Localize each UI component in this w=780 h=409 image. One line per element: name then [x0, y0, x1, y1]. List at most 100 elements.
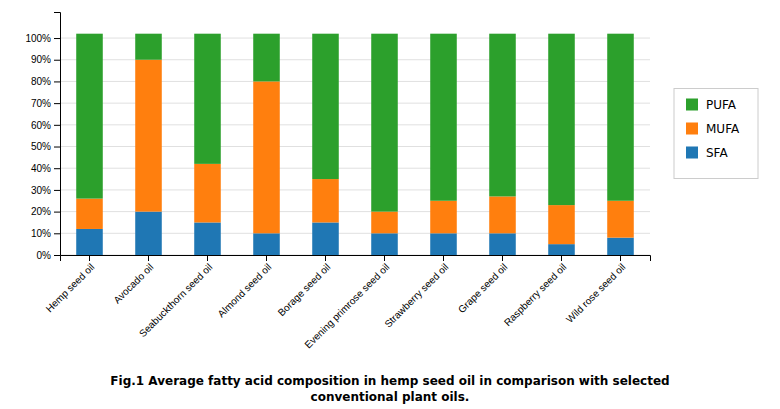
tick-label: 50% [31, 141, 51, 152]
tick-label: Almond seed oil [215, 261, 273, 319]
tick: Seabuckthorn seed oil [137, 255, 215, 339]
bar-segment [253, 233, 280, 255]
subtitle: conventional plant oils. [311, 390, 470, 404]
tick: 60% [31, 120, 60, 131]
legend-swatch [686, 147, 698, 159]
tick-label: 0% [37, 250, 52, 261]
tick-mark [266, 255, 267, 261]
bar-segment [135, 34, 162, 60]
bar-segment [607, 34, 634, 201]
tick-mark [325, 255, 326, 261]
bar-segment [76, 199, 103, 229]
y-axis: 0% 10% 20% 30% 40% 50% 60% 70% 80% 90% 100% [25, 13, 60, 261]
tick: 30% [31, 185, 60, 196]
tick: Evening primrose seed oil [302, 255, 391, 351]
tick-label: Borage seed oil [276, 261, 333, 318]
legend-item: PUFA [686, 98, 737, 112]
legend-swatch [686, 123, 698, 135]
tick-mark [54, 212, 60, 213]
tick: Strawberry seed oil [382, 255, 450, 330]
tick: Wild rose seed oil [564, 255, 628, 325]
tick: 50% [31, 141, 60, 152]
bar-segment [548, 244, 575, 255]
bar-segment [312, 179, 339, 222]
tick-label: Raspberry seed oil [502, 261, 569, 328]
bar-segment [312, 222, 339, 255]
tick-mark [54, 233, 60, 234]
bars [76, 34, 634, 255]
tick-label: Evening primrose seed oil [302, 261, 391, 350]
tick: Grape seed oil [456, 255, 510, 315]
bar-segment [548, 205, 575, 244]
tick-mark [54, 255, 60, 256]
bar-segment [194, 222, 221, 255]
bar-segment [253, 81, 280, 233]
tick-mark [54, 125, 60, 126]
legend-item: SFA [686, 146, 728, 160]
tick-mark [54, 81, 60, 82]
x-axis: Hemp seed oil Avocado oilSeabuckthorn see… [44, 255, 651, 351]
tick: 20% [31, 206, 60, 217]
tick-mark [54, 60, 60, 61]
legend-label: PUFA [706, 98, 737, 112]
bar-segment [489, 34, 516, 197]
tick: 80% [31, 76, 60, 87]
tick-label: 90% [31, 54, 51, 65]
bar-segment [607, 238, 634, 255]
legend-label: MUFA [706, 122, 740, 136]
bar-segment [430, 201, 457, 234]
tick-mark [54, 147, 60, 148]
tick-mark [54, 168, 60, 169]
tick-mark [89, 255, 90, 261]
tick: 70% [31, 98, 60, 109]
bar-segment [430, 34, 457, 201]
bar-segment [371, 233, 398, 255]
bar-segment [253, 34, 280, 82]
tick: 0% [37, 250, 60, 261]
tick: Hemp seed oil [44, 255, 97, 314]
tick-mark [561, 255, 562, 261]
tick-mark [384, 255, 385, 261]
bar-segment [194, 34, 221, 164]
tick-mark [502, 255, 503, 261]
tick-label: 30% [31, 185, 51, 196]
legend-swatch [686, 99, 698, 111]
tick-label: Strawberry seed oil [382, 261, 450, 329]
tick-mark [54, 190, 60, 191]
tick-label: Seabuckthorn seed oil [137, 261, 215, 339]
tick-label: Avocado oil [111, 261, 155, 305]
title: Fig.1 Average fatty acid composition in … [110, 374, 669, 388]
legend-item: MUFA [686, 122, 740, 136]
tick: Borage seed oil [276, 255, 333, 318]
legend-label: SFA [706, 146, 728, 160]
tick-mark [54, 38, 60, 39]
bar-segment [371, 212, 398, 234]
axis-line [61, 256, 651, 262]
plot: 0% 10% 20% 30% 40% 50% 60% 70% 80% 90% 100% Hemp se… [25, 13, 650, 351]
axis-line [54, 13, 61, 256]
tick: Avocado oil [111, 255, 155, 306]
tick-mark [54, 103, 60, 104]
chart: 0% 10% 20% 30% 40% 50% 60% 70% 80% 90% 100% Hemp se… [0, 0, 780, 409]
legend: PUFA MUFA SFA [674, 89, 758, 179]
tick: Raspberry seed oil [502, 255, 569, 328]
bar-segment [607, 201, 634, 238]
tick-label: 40% [31, 163, 51, 174]
bar-segment [194, 164, 221, 223]
tick-label: Hemp seed oil [44, 261, 97, 314]
tick: 10% [31, 228, 60, 239]
bar-segment [371, 34, 398, 212]
tick-mark [620, 255, 621, 261]
tick: 100% [25, 33, 60, 44]
series [76, 34, 634, 212]
bar-segment [489, 196, 516, 233]
bar-segment [312, 34, 339, 179]
bar-segment [76, 229, 103, 255]
tick-label: 80% [31, 76, 51, 87]
bar-segment [489, 233, 516, 255]
tick-mark [148, 255, 149, 261]
tick-label: 10% [31, 228, 51, 239]
tick: 40% [31, 163, 60, 174]
tick: 90% [31, 54, 60, 65]
bar-segment [135, 212, 162, 255]
